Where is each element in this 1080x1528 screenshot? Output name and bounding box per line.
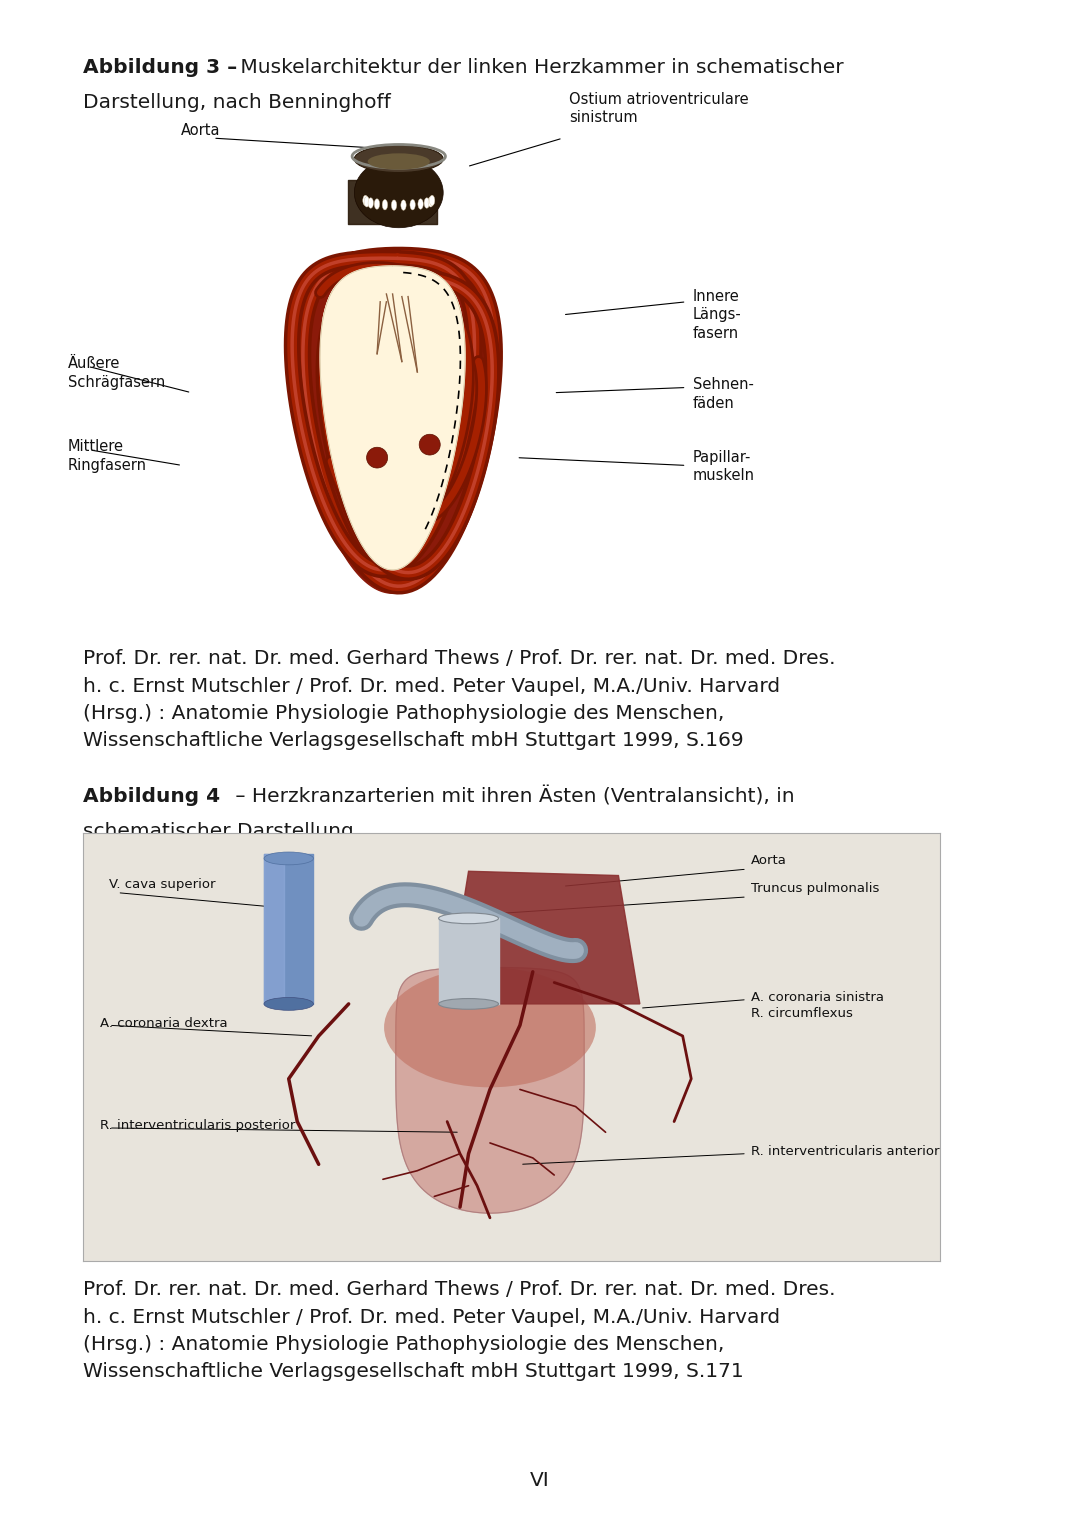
- Polygon shape: [447, 871, 639, 1004]
- Text: Prof. Dr. rer. nat. Dr. med. Gerhard Thews / Prof. Dr. rer. nat. Dr. med. Dres.
: Prof. Dr. rer. nat. Dr. med. Gerhard The…: [83, 649, 836, 750]
- Text: Aorta: Aorta: [181, 124, 220, 138]
- Text: – Herzkranzarterien mit ihren Ästen (Ventralansicht), in: – Herzkranzarterien mit ihren Ästen (Ven…: [229, 787, 795, 807]
- Text: Muskelarchitektur der linken Herzkammer in schematischer: Muskelarchitektur der linken Herzkammer …: [234, 58, 843, 76]
- Ellipse shape: [391, 200, 396, 211]
- Text: Truncus pulmonalis: Truncus pulmonalis: [752, 882, 879, 895]
- Text: R. interventricularis anterior: R. interventricularis anterior: [752, 1144, 940, 1158]
- Ellipse shape: [264, 853, 313, 865]
- Text: VI: VI: [530, 1471, 550, 1490]
- Text: R. interventricularis posterior: R. interventricularis posterior: [100, 1120, 296, 1132]
- Ellipse shape: [366, 448, 388, 468]
- Ellipse shape: [428, 197, 433, 206]
- Text: A. coronaria sinistra
R. circumflexus: A. coronaria sinistra R. circumflexus: [752, 992, 885, 1021]
- Text: Innere
Längs-
fasern: Innere Längs- fasern: [692, 289, 742, 341]
- Text: Papillar-
muskeln: Papillar- muskeln: [692, 449, 755, 483]
- Polygon shape: [320, 266, 465, 570]
- Ellipse shape: [438, 999, 499, 1008]
- Ellipse shape: [354, 157, 443, 228]
- Text: Äußere
Schrägfasern: Äußere Schrägfasern: [68, 356, 165, 390]
- Text: Mittlere
Ringfasern: Mittlere Ringfasern: [68, 440, 147, 474]
- Polygon shape: [320, 266, 465, 570]
- Text: Abbildung 3 –: Abbildung 3 –: [83, 58, 238, 76]
- Polygon shape: [396, 967, 584, 1213]
- Ellipse shape: [438, 912, 499, 923]
- Ellipse shape: [424, 197, 430, 208]
- Ellipse shape: [382, 200, 388, 209]
- Ellipse shape: [375, 199, 379, 209]
- Ellipse shape: [401, 200, 406, 211]
- Ellipse shape: [354, 145, 443, 173]
- Text: A. coronaria dextra: A. coronaria dextra: [100, 1016, 228, 1030]
- Ellipse shape: [410, 200, 416, 209]
- Ellipse shape: [419, 434, 441, 455]
- Ellipse shape: [364, 197, 369, 206]
- Ellipse shape: [418, 199, 423, 209]
- Text: Abbildung 4: Abbildung 4: [83, 787, 220, 805]
- Ellipse shape: [430, 196, 435, 206]
- Ellipse shape: [264, 998, 313, 1010]
- Text: Prof. Dr. rer. nat. Dr. med. Gerhard Thews / Prof. Dr. rer. nat. Dr. med. Dres.
: Prof. Dr. rer. nat. Dr. med. Gerhard The…: [83, 1280, 836, 1381]
- Text: Ostium atrioventriculare
sinistrum: Ostium atrioventriculare sinistrum: [569, 92, 748, 125]
- Ellipse shape: [367, 153, 430, 170]
- Text: Sehnen-
fäden: Sehnen- fäden: [692, 377, 754, 411]
- Ellipse shape: [368, 197, 374, 208]
- Text: Aorta: Aorta: [752, 854, 787, 866]
- Ellipse shape: [363, 196, 368, 206]
- Text: Darstellung, nach Benninghoff: Darstellung, nach Benninghoff: [83, 93, 391, 112]
- Text: schematischer Darstellung: schematischer Darstellung: [83, 822, 354, 840]
- Text: V. cava superior: V. cava superior: [109, 877, 215, 891]
- Polygon shape: [294, 251, 491, 593]
- Ellipse shape: [384, 967, 596, 1088]
